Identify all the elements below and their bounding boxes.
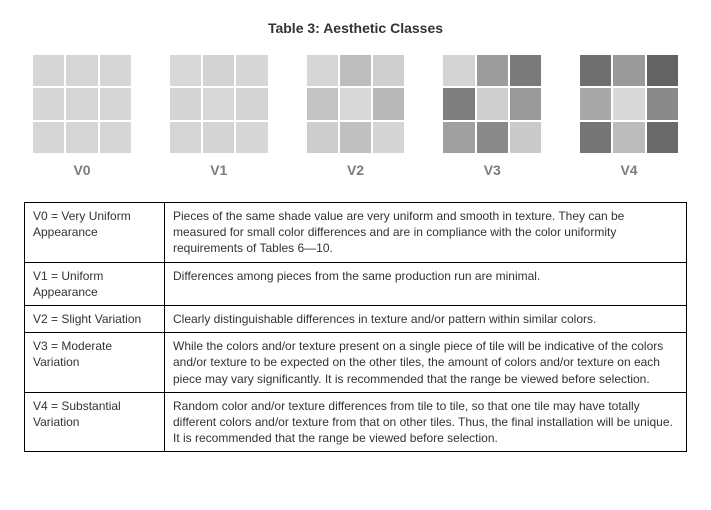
swatch-cell bbox=[509, 87, 542, 120]
swatch-label: V0 bbox=[73, 162, 90, 178]
desc-cell: Differences among pieces from the same p… bbox=[165, 262, 687, 305]
table-row: V2 = Slight VariationClearly distinguish… bbox=[25, 305, 687, 332]
swatch-cell bbox=[306, 121, 339, 154]
definitions-table: V0 = Very Uniform AppearancePieces of th… bbox=[24, 202, 687, 452]
swatch-cell bbox=[442, 87, 475, 120]
swatch-label: V2 bbox=[347, 162, 364, 178]
swatch-label: V4 bbox=[620, 162, 637, 178]
swatch-cell bbox=[202, 121, 235, 154]
table-row: V3 = Moderate VariationWhile the colors … bbox=[25, 333, 687, 393]
swatch-cell bbox=[509, 121, 542, 154]
swatch-cell bbox=[235, 87, 268, 120]
swatch-cell bbox=[476, 87, 509, 120]
term-cell: V2 = Slight Variation bbox=[25, 305, 165, 332]
swatch-cell bbox=[99, 54, 132, 87]
swatch-v4: V4 bbox=[579, 54, 679, 178]
swatch-cell bbox=[169, 54, 202, 87]
swatch-cell bbox=[579, 121, 612, 154]
swatch-label: V3 bbox=[484, 162, 501, 178]
swatch-cell bbox=[612, 87, 645, 120]
swatch-grid bbox=[169, 54, 269, 154]
swatch-cell bbox=[169, 121, 202, 154]
term-cell: V1 = Uniform Appearance bbox=[25, 262, 165, 305]
swatch-row: V0 V1 V2 V3 V4 bbox=[24, 54, 687, 178]
swatch-cell bbox=[99, 121, 132, 154]
table-row: V0 = Very Uniform AppearancePieces of th… bbox=[25, 203, 687, 263]
desc-cell: Pieces of the same shade value are very … bbox=[165, 203, 687, 263]
desc-cell: Clearly distinguishable differences in t… bbox=[165, 305, 687, 332]
swatch-cell bbox=[476, 121, 509, 154]
swatch-cell bbox=[646, 87, 679, 120]
swatch-grid bbox=[579, 54, 679, 154]
desc-cell: While the colors and/or texture present … bbox=[165, 333, 687, 393]
swatch-cell bbox=[579, 87, 612, 120]
swatch-cell bbox=[372, 54, 405, 87]
swatch-cell bbox=[169, 87, 202, 120]
swatch-cell bbox=[306, 54, 339, 87]
swatch-cell bbox=[65, 87, 98, 120]
table-row: V4 = Substantial VariationRandom color a… bbox=[25, 392, 687, 452]
swatch-cell bbox=[339, 54, 372, 87]
swatch-cell bbox=[442, 121, 475, 154]
term-cell: V0 = Very Uniform Appearance bbox=[25, 203, 165, 263]
swatch-cell bbox=[579, 54, 612, 87]
swatch-grid bbox=[32, 54, 132, 154]
table-title: Table 3: Aesthetic Classes bbox=[24, 20, 687, 36]
swatch-cell bbox=[339, 87, 372, 120]
table-row: V1 = Uniform AppearanceDifferences among… bbox=[25, 262, 687, 305]
swatch-cell bbox=[442, 54, 475, 87]
swatch-cell bbox=[646, 121, 679, 154]
swatch-cell bbox=[612, 121, 645, 154]
swatch-cell bbox=[235, 54, 268, 87]
swatch-cell bbox=[509, 54, 542, 87]
swatch-label: V1 bbox=[210, 162, 227, 178]
swatch-cell bbox=[306, 87, 339, 120]
swatch-cell bbox=[32, 54, 65, 87]
swatch-cell bbox=[65, 121, 98, 154]
swatch-cell bbox=[235, 121, 268, 154]
swatch-cell bbox=[202, 54, 235, 87]
swatch-cell bbox=[646, 54, 679, 87]
swatch-cell bbox=[372, 87, 405, 120]
swatch-cell bbox=[476, 54, 509, 87]
swatch-v3: V3 bbox=[442, 54, 542, 178]
swatch-cell bbox=[202, 87, 235, 120]
swatch-grid bbox=[442, 54, 542, 154]
swatch-v1: V1 bbox=[169, 54, 269, 178]
swatch-cell bbox=[99, 87, 132, 120]
swatch-cell bbox=[612, 54, 645, 87]
swatch-v2: V2 bbox=[306, 54, 406, 178]
swatch-cell bbox=[32, 87, 65, 120]
swatch-v0: V0 bbox=[32, 54, 132, 178]
desc-cell: Random color and/or texture differences … bbox=[165, 392, 687, 452]
term-cell: V3 = Moderate Variation bbox=[25, 333, 165, 393]
swatch-cell bbox=[372, 121, 405, 154]
swatch-cell bbox=[32, 121, 65, 154]
swatch-cell bbox=[339, 121, 372, 154]
swatch-cell bbox=[65, 54, 98, 87]
term-cell: V4 = Substantial Variation bbox=[25, 392, 165, 452]
swatch-grid bbox=[306, 54, 406, 154]
